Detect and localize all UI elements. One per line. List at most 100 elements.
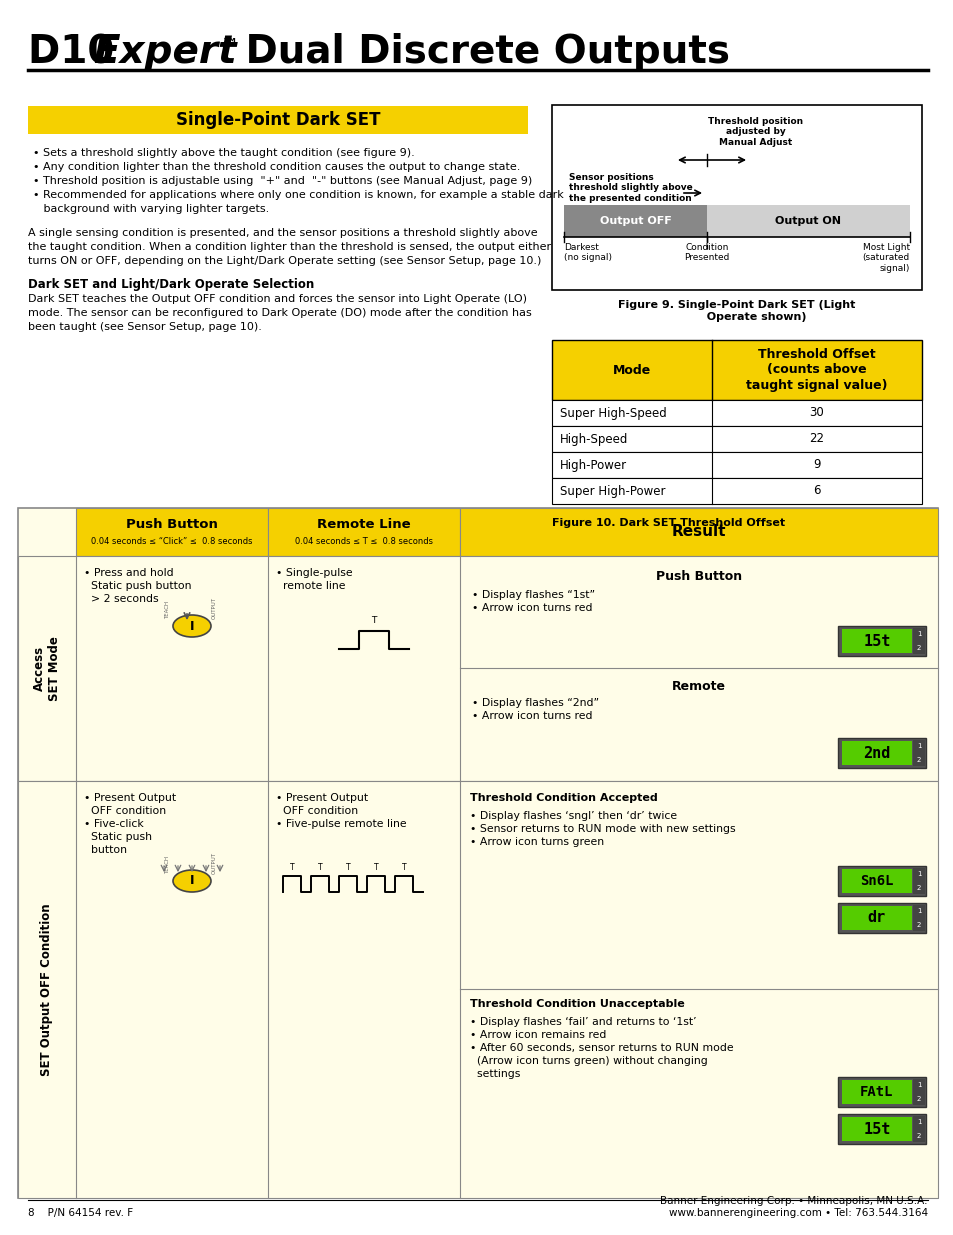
Text: • Sets a threshold slightly above the taught condition (see figure 9).: • Sets a threshold slightly above the ta… (33, 148, 415, 158)
FancyBboxPatch shape (912, 868, 924, 894)
Text: Static push button: Static push button (84, 580, 192, 592)
Text: Super High-Speed: Super High-Speed (559, 406, 666, 420)
Text: T: T (401, 863, 406, 872)
Text: 2: 2 (916, 1095, 921, 1102)
Text: Output ON: Output ON (775, 216, 841, 226)
Text: Dark SET and Light/Dark Operate Selection: Dark SET and Light/Dark Operate Selectio… (28, 278, 314, 291)
Text: Sn6L: Sn6L (860, 874, 893, 888)
Text: Darkest
(no signal): Darkest (no signal) (563, 243, 612, 262)
FancyBboxPatch shape (912, 740, 924, 766)
Text: Output OFF: Output OFF (599, 216, 671, 226)
FancyBboxPatch shape (706, 205, 909, 237)
Text: 30: 30 (809, 406, 823, 420)
Ellipse shape (172, 869, 211, 892)
FancyBboxPatch shape (837, 739, 925, 768)
Text: • Press and hold: • Press and hold (84, 568, 173, 578)
Text: > 2 seconds: > 2 seconds (84, 594, 158, 604)
Text: 2: 2 (916, 885, 921, 890)
FancyBboxPatch shape (912, 1079, 924, 1105)
Text: • Five-click: • Five-click (84, 819, 144, 829)
Text: Figure 9. Single-Point Dark SET (Light
          Operate shown): Figure 9. Single-Point Dark SET (Light O… (618, 300, 855, 321)
FancyBboxPatch shape (18, 508, 937, 1198)
Text: T: T (290, 863, 294, 872)
Text: Threshold Offset
(counts above
taught signal value): Threshold Offset (counts above taught si… (745, 347, 887, 393)
Text: • Any condition lighter than the threshold condition causes the output to change: • Any condition lighter than the thresho… (33, 162, 519, 172)
Text: • Present Output: • Present Output (84, 793, 176, 803)
Text: I: I (190, 874, 194, 888)
Text: T: T (345, 863, 350, 872)
Text: 1: 1 (916, 1119, 921, 1125)
FancyBboxPatch shape (841, 1116, 911, 1141)
Text: 1: 1 (916, 743, 921, 748)
Text: Condition
Presented: Condition Presented (683, 243, 729, 262)
FancyBboxPatch shape (552, 452, 921, 478)
Text: A single sensing condition is presented, and the sensor positions a threshold sl: A single sensing condition is presented,… (28, 228, 537, 238)
Text: • Sensor returns to RUN mode with new settings: • Sensor returns to RUN mode with new se… (470, 824, 735, 834)
Text: mode. The sensor can be reconfigured to Dark Operate (DO) mode after the conditi: mode. The sensor can be reconfigured to … (28, 308, 531, 317)
FancyBboxPatch shape (552, 426, 921, 452)
FancyBboxPatch shape (837, 1114, 925, 1144)
Text: Most Light
(saturated
signal): Most Light (saturated signal) (862, 243, 909, 273)
Text: 2: 2 (916, 1132, 921, 1139)
FancyBboxPatch shape (18, 556, 937, 781)
Text: • Recommended for applications where only one condition is known, for example a : • Recommended for applications where onl… (33, 190, 563, 200)
FancyBboxPatch shape (552, 478, 921, 504)
Text: • Display flashes “2nd”: • Display flashes “2nd” (472, 698, 598, 708)
Text: 1: 1 (916, 908, 921, 914)
Text: • Arrow icon remains red: • Arrow icon remains red (470, 1030, 606, 1040)
Text: settings: settings (470, 1070, 519, 1079)
FancyBboxPatch shape (841, 741, 911, 764)
Text: T: T (374, 863, 378, 872)
Text: Result: Result (671, 525, 725, 540)
Text: 0.04 seconds ≤ “Click” ≤  0.8 seconds: 0.04 seconds ≤ “Click” ≤ 0.8 seconds (91, 537, 253, 547)
Text: High-Power: High-Power (559, 458, 626, 472)
Text: OUTPUT: OUTPUT (212, 852, 216, 874)
Text: background with varying lighter targets.: background with varying lighter targets. (33, 204, 269, 214)
FancyBboxPatch shape (268, 508, 459, 556)
Text: SET Output OFF Condition: SET Output OFF Condition (40, 903, 53, 1076)
FancyBboxPatch shape (841, 906, 911, 930)
Text: Push Button: Push Button (656, 571, 741, 583)
Text: TEACH: TEACH (165, 856, 171, 874)
Text: ™: ™ (222, 35, 238, 53)
Text: • Single-pulse: • Single-pulse (275, 568, 353, 578)
Text: Remote: Remote (671, 680, 725, 693)
Text: button: button (84, 845, 127, 855)
Text: Sensor positions
threshold slightly above
the presented condition: Sensor positions threshold slightly abov… (568, 173, 692, 203)
Text: Threshold Condition Unacceptable: Threshold Condition Unacceptable (470, 999, 684, 1009)
Text: 15t: 15t (862, 634, 890, 648)
Text: OFF condition: OFF condition (275, 806, 357, 816)
Text: • Display flashes ‘fail’ and returns to ‘1st’: • Display flashes ‘fail’ and returns to … (470, 1016, 696, 1028)
Text: OFF condition: OFF condition (84, 806, 166, 816)
FancyBboxPatch shape (552, 400, 921, 426)
Text: Banner Engineering Corp. • Minneapolis, MN U.S.A.: Banner Engineering Corp. • Minneapolis, … (659, 1195, 927, 1207)
FancyBboxPatch shape (841, 869, 911, 893)
Text: OUTPUT: OUTPUT (212, 597, 216, 619)
Text: • Arrow icon turns green: • Arrow icon turns green (470, 837, 603, 847)
Text: • Five-pulse remote line: • Five-pulse remote line (275, 819, 406, 829)
Text: 9: 9 (812, 458, 820, 472)
FancyBboxPatch shape (552, 340, 921, 400)
Text: Mode: Mode (612, 363, 651, 377)
FancyBboxPatch shape (563, 205, 706, 237)
FancyBboxPatch shape (459, 508, 937, 556)
FancyBboxPatch shape (912, 629, 924, 655)
Text: I: I (190, 620, 194, 632)
FancyBboxPatch shape (837, 626, 925, 656)
Text: T: T (371, 616, 376, 625)
FancyBboxPatch shape (28, 106, 527, 135)
Text: 8    P/N 64154 rev. F: 8 P/N 64154 rev. F (28, 1208, 133, 1218)
Text: FAtL: FAtL (860, 1086, 893, 1099)
Text: dr: dr (867, 910, 885, 925)
Text: Threshold position
adjusted by
Manual Adjust: Threshold position adjusted by Manual Ad… (707, 117, 802, 147)
Text: T: T (317, 863, 322, 872)
Text: Push Button: Push Button (126, 517, 217, 531)
Text: • Arrow icon turns red: • Arrow icon turns red (472, 711, 592, 721)
Text: TEACH: TEACH (165, 601, 171, 619)
Text: the taught condition. When a condition lighter than the threshold is sensed, the: the taught condition. When a condition l… (28, 242, 551, 252)
Text: 22: 22 (809, 432, 823, 446)
Text: Threshold Condition Accepted: Threshold Condition Accepted (470, 793, 657, 803)
Text: 2: 2 (916, 923, 921, 927)
Text: • Display flashes “1st”: • Display flashes “1st” (472, 590, 595, 600)
Text: 2nd: 2nd (862, 746, 890, 761)
